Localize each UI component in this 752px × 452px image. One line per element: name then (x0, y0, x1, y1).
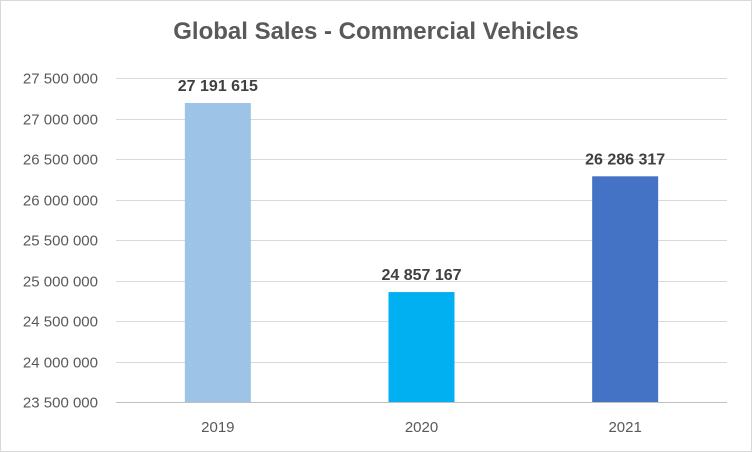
x-tick-label: 2020 (405, 419, 438, 436)
data-label: 24 857 167 (381, 267, 461, 284)
y-tick-label: 26 500 000 (23, 152, 98, 169)
y-tick-label: 25 500 000 (23, 233, 98, 250)
data-label: 26 286 317 (585, 151, 665, 168)
bar (184, 102, 251, 402)
data-labels: 27 191 615 24 857 167 26 286 317 (178, 78, 666, 284)
y-axis-ticks: 23 500 000 24 000 000 24 500 000 25 000 000… (23, 71, 98, 412)
x-tick-label: 2021 (608, 419, 641, 436)
y-tick-label: 27 500 000 (23, 71, 98, 88)
x-axis-ticks: 2019 2020 2021 (201, 419, 642, 436)
y-tick-label: 24 000 000 (23, 355, 98, 372)
bar (388, 292, 455, 402)
bars (184, 102, 659, 402)
y-tick-label: 27 000 000 (23, 112, 98, 129)
data-label: 27 191 615 (178, 78, 258, 95)
x-tick-label: 2019 (201, 419, 234, 436)
y-tick-label: 26 000 000 (23, 193, 98, 210)
y-tick-label: 25 000 000 (23, 274, 98, 291)
y-tick-label: 23 500 000 (23, 395, 98, 412)
y-tick-label: 24 500 000 (23, 314, 98, 331)
bar (592, 176, 659, 402)
chart-title: Global Sales - Commercial Vehicles (173, 18, 579, 45)
